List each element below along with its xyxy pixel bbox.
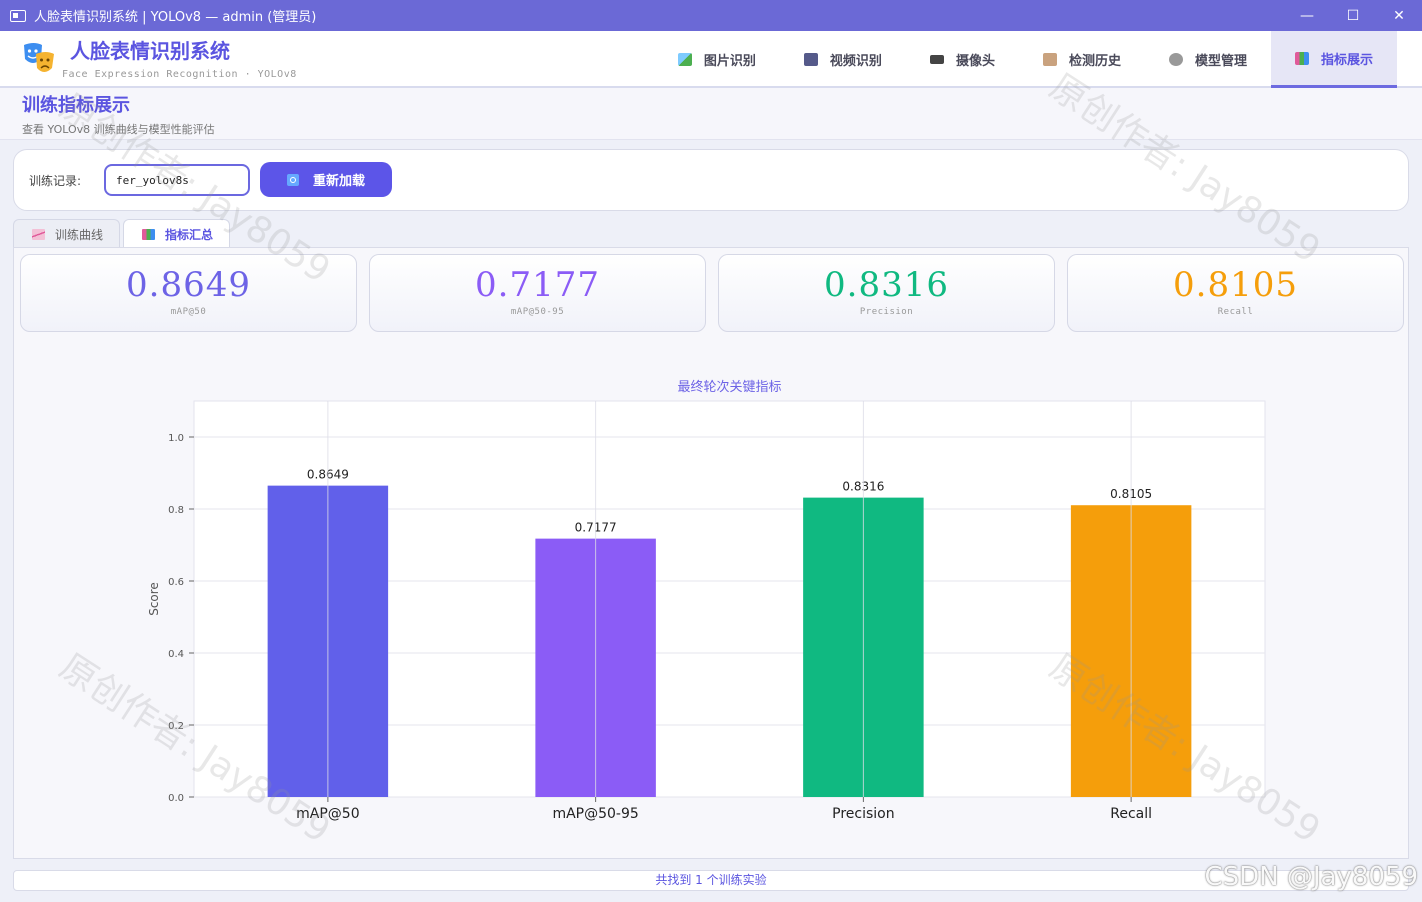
theater-masks-icon bbox=[24, 43, 54, 72]
y-tick-label: 0.0 bbox=[168, 793, 184, 804]
metric-value: 0.8105 bbox=[1173, 265, 1298, 305]
reload-label: 重新加载 bbox=[312, 174, 365, 189]
metric-value: 0.7177 bbox=[475, 265, 600, 305]
status-bar: 共找到 1 个训练实验 bbox=[13, 870, 1409, 891]
record-label: 训练记录: bbox=[29, 174, 82, 188]
metric-name: mAP@50-95 bbox=[510, 307, 565, 317]
app-header: 人脸表情识别系统 Face Expression Recognition · Y… bbox=[0, 31, 1422, 88]
csdn-watermark: CSDN @Jay8059 bbox=[1204, 862, 1418, 892]
metric-card-map50: 0.8649 mAP@50 bbox=[20, 254, 357, 332]
nav-video-recognition[interactable]: 视频识别 bbox=[780, 31, 906, 88]
nav-image-recognition[interactable]: 图片识别 bbox=[654, 31, 780, 88]
page-title: 训练指标展示 bbox=[22, 95, 130, 116]
tab-label: 训练曲线 bbox=[55, 227, 104, 242]
nav-metrics-display[interactable]: 指标展示 bbox=[1270, 31, 1397, 88]
metric-cards: 0.8649 mAP@50 0.7177 mAP@50-95 0.8316 Pr… bbox=[20, 254, 1404, 332]
metric-card-precision: 0.8316 Precision bbox=[718, 254, 1055, 332]
nav-label: 检测历史 bbox=[1068, 54, 1121, 69]
x-tick-label: Recall bbox=[1110, 806, 1152, 822]
y-tick-label: 0.6 bbox=[168, 577, 184, 588]
nav-label: 摄像头 bbox=[955, 54, 995, 69]
nav-camera[interactable]: 摄像头 bbox=[906, 31, 1019, 88]
chart-icon bbox=[1294, 51, 1309, 65]
reload-button[interactable]: 重新加载 bbox=[260, 162, 392, 197]
y-axis-label: Score bbox=[147, 582, 161, 616]
y-tick-label: 0.8 bbox=[168, 505, 184, 516]
minimize-button[interactable]: — bbox=[1300, 7, 1314, 24]
page-subtitle: 查看 YOLOv8 训练曲线与模型性能评估 bbox=[22, 123, 215, 136]
history-icon bbox=[1042, 53, 1057, 66]
metric-name: Precision bbox=[859, 307, 914, 317]
metric-value: 0.8316 bbox=[824, 265, 949, 305]
nav-label: 指标展示 bbox=[1320, 52, 1373, 68]
video-icon bbox=[803, 53, 818, 66]
tab-metrics-summary[interactable]: 指标汇总 bbox=[123, 219, 231, 249]
window-title: 人脸表情识别系统 | YOLOv8 — admin (管理员) bbox=[34, 10, 317, 25]
tab-label: 指标汇总 bbox=[165, 228, 214, 242]
metric-name: Recall bbox=[1217, 307, 1254, 317]
image-icon bbox=[677, 53, 692, 66]
x-tick-label: Precision bbox=[832, 806, 894, 822]
nav-detection-history[interactable]: 检测历史 bbox=[1019, 31, 1145, 88]
x-tick-label: mAP@50-95 bbox=[552, 806, 638, 822]
metrics-bar-chart: 最终轮次关键指标0.00.20.40.60.81.00.8649mAP@500.… bbox=[147, 379, 1266, 822]
metric-card-recall: 0.8105 Recall bbox=[1067, 254, 1404, 332]
metric-name: mAP@50 bbox=[170, 307, 207, 317]
close-button[interactable]: ✕ bbox=[1393, 7, 1405, 24]
bar-chart-icon bbox=[142, 229, 156, 240]
main-nav: 图片识别 视频识别 摄像头 检测历史 模型管理 指标展示 bbox=[654, 31, 1397, 88]
maximize-button[interactable]: ☐ bbox=[1346, 7, 1360, 24]
line-chart-icon bbox=[32, 228, 45, 240]
window-titlebar: 人脸表情识别系统 | YOLOv8 — admin (管理员) — ☐ ✕ bbox=[0, 0, 1422, 31]
refresh-icon bbox=[286, 173, 299, 186]
y-tick-label: 0.4 bbox=[168, 649, 184, 660]
nav-label: 图片识别 bbox=[703, 54, 756, 69]
page-heading: 训练指标展示 查看 YOLOv8 训练曲线与模型性能评估 bbox=[0, 88, 1422, 140]
view-tabs: 训练曲线 指标汇总 bbox=[13, 219, 233, 249]
y-tick-label: 1.0 bbox=[168, 433, 184, 444]
nav-label: 视频识别 bbox=[829, 54, 882, 69]
record-input[interactable] bbox=[104, 164, 250, 196]
chart-title: 最终轮次关键指标 bbox=[677, 379, 781, 395]
brand-subtitle: Face Expression Recognition · YOLOv8 bbox=[62, 69, 297, 80]
x-tick-label: mAP@50 bbox=[296, 806, 359, 822]
metric-card-map50-95: 0.7177 mAP@50-95 bbox=[369, 254, 706, 332]
nav-label: 模型管理 bbox=[1194, 54, 1247, 69]
window-controls: — ☐ ✕ bbox=[1284, 0, 1422, 31]
nav-model-management[interactable]: 模型管理 bbox=[1145, 31, 1271, 88]
y-tick-label: 0.2 bbox=[168, 721, 184, 732]
brand-title: 人脸表情识别系统 bbox=[70, 39, 230, 63]
app-icon bbox=[10, 9, 26, 22]
camera-icon bbox=[929, 55, 944, 64]
record-toolbar: 训练记录: 重新加载 bbox=[13, 149, 1409, 211]
metric-value: 0.8649 bbox=[126, 265, 251, 305]
tab-training-curves[interactable]: 训练曲线 bbox=[13, 219, 121, 248]
gear-icon bbox=[1168, 53, 1183, 66]
